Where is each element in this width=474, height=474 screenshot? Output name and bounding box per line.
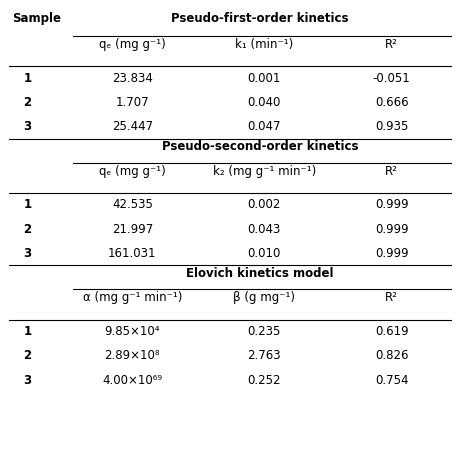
Text: Pseudo-first-order kinetics: Pseudo-first-order kinetics bbox=[171, 12, 348, 25]
Text: 0.666: 0.666 bbox=[375, 96, 409, 109]
Text: 3: 3 bbox=[24, 120, 32, 133]
Text: -0.051: -0.051 bbox=[373, 72, 410, 85]
Text: β (g mg⁻¹): β (g mg⁻¹) bbox=[233, 292, 295, 304]
Text: 21.997: 21.997 bbox=[112, 223, 153, 236]
Text: 0.001: 0.001 bbox=[247, 72, 281, 85]
Text: 0.040: 0.040 bbox=[247, 96, 281, 109]
Text: 161.031: 161.031 bbox=[108, 247, 156, 260]
Text: 0.047: 0.047 bbox=[247, 120, 281, 133]
Text: 1: 1 bbox=[24, 199, 32, 211]
Text: R²: R² bbox=[385, 292, 398, 304]
Text: R²: R² bbox=[385, 38, 398, 51]
Text: R²: R² bbox=[385, 164, 398, 178]
Text: α (mg g⁻¹ min⁻¹): α (mg g⁻¹ min⁻¹) bbox=[82, 292, 182, 304]
Text: 42.535: 42.535 bbox=[112, 199, 153, 211]
Text: 0.826: 0.826 bbox=[375, 349, 409, 363]
Text: qₑ (mg g⁻¹): qₑ (mg g⁻¹) bbox=[99, 38, 166, 51]
Text: 0.999: 0.999 bbox=[375, 199, 409, 211]
Text: 0.619: 0.619 bbox=[375, 325, 409, 338]
Text: 0.754: 0.754 bbox=[375, 374, 409, 387]
Text: 2: 2 bbox=[24, 223, 32, 236]
Text: 1: 1 bbox=[24, 72, 32, 85]
Text: 1.707: 1.707 bbox=[116, 96, 149, 109]
Text: Pseudo-second-order kinetics: Pseudo-second-order kinetics bbox=[162, 140, 358, 154]
Text: 0.043: 0.043 bbox=[247, 223, 281, 236]
Text: 3: 3 bbox=[24, 247, 32, 260]
Text: 0.999: 0.999 bbox=[375, 247, 409, 260]
Text: 0.935: 0.935 bbox=[375, 120, 409, 133]
Text: 25.447: 25.447 bbox=[112, 120, 153, 133]
Text: 0.002: 0.002 bbox=[247, 199, 281, 211]
Text: 0.235: 0.235 bbox=[247, 325, 281, 338]
Text: 0.252: 0.252 bbox=[247, 374, 281, 387]
Text: k₂ (mg g⁻¹ min⁻¹): k₂ (mg g⁻¹ min⁻¹) bbox=[213, 164, 316, 178]
Text: 2: 2 bbox=[24, 96, 32, 109]
Text: k₁ (min⁻¹): k₁ (min⁻¹) bbox=[235, 38, 293, 51]
Text: 3: 3 bbox=[24, 374, 32, 387]
Text: Elovich kinetics model: Elovich kinetics model bbox=[186, 267, 334, 280]
Text: 9.85×10⁴: 9.85×10⁴ bbox=[105, 325, 160, 338]
Text: 2.763: 2.763 bbox=[247, 349, 281, 363]
Text: 4.00×10⁶⁹: 4.00×10⁶⁹ bbox=[102, 374, 163, 387]
Text: 0.999: 0.999 bbox=[375, 223, 409, 236]
Text: 1: 1 bbox=[24, 325, 32, 338]
Text: Sample: Sample bbox=[12, 12, 61, 25]
Text: qₑ (mg g⁻¹): qₑ (mg g⁻¹) bbox=[99, 164, 166, 178]
Text: 2.89×10⁸: 2.89×10⁸ bbox=[105, 349, 160, 363]
Text: 23.834: 23.834 bbox=[112, 72, 153, 85]
Text: 0.010: 0.010 bbox=[247, 247, 281, 260]
Text: 2: 2 bbox=[24, 349, 32, 363]
